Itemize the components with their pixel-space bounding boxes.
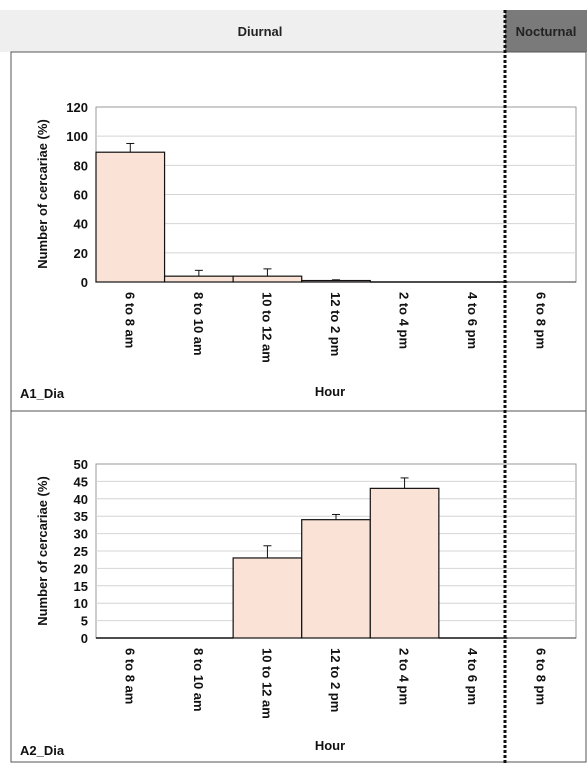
bar xyxy=(95,151,166,283)
y-tick-label: 5 xyxy=(81,614,88,629)
y-tick-label: 40 xyxy=(74,492,88,507)
y-tick-label: 10 xyxy=(74,596,88,611)
x-tick-label: 12 to 2 pm xyxy=(328,292,343,356)
panel-a2-border xyxy=(10,410,587,763)
x-tick-label: 6 to 8 am xyxy=(122,648,137,704)
diurnal-header-band xyxy=(0,10,587,52)
y-tick-label: 120 xyxy=(66,100,88,115)
chart-a1: 0 20 40 60 80 100 120 6 to 8 am 8 to 10 am 10 to … xyxy=(20,100,577,401)
bar xyxy=(369,487,440,639)
y-tick-label: 30 xyxy=(74,527,88,542)
y-tick-label: 50 xyxy=(74,457,88,472)
y-tick-label: 100 xyxy=(66,129,88,144)
x-tick-label: 8 to 10 am xyxy=(191,648,206,712)
y-tick-label: 0 xyxy=(81,275,88,290)
y-tick-label: 25 xyxy=(74,544,88,559)
x-tick-label: 10 to 12 am xyxy=(259,292,274,363)
x-tick-label: 10 to 12 am xyxy=(259,648,274,719)
x-axis-title-a2: Hour xyxy=(315,738,345,753)
y-tick-label: 60 xyxy=(74,188,88,203)
y-tick-label: 20 xyxy=(74,561,88,576)
y-tick-label: 15 xyxy=(74,579,88,594)
y-axis-title-a2: Number of cercariae (%) xyxy=(35,476,50,626)
x-axis-title-a1: Hour xyxy=(315,384,345,399)
nocturnal-header-band xyxy=(505,10,587,52)
bar xyxy=(232,275,303,283)
panel-label-a1: A1_Dia xyxy=(20,386,65,401)
y-tick-label: 40 xyxy=(74,217,88,232)
x-tick-label: 8 to 10 am xyxy=(191,292,206,356)
y-tick-label: 35 xyxy=(74,509,88,524)
x-tick-label: 4 to 6 pm xyxy=(465,292,480,349)
panel-label-a2: A2_Dia xyxy=(20,743,65,758)
x-tick-label: 6 to 8 pm xyxy=(534,648,549,705)
y-axis-title-a1: Number of cercariae (%) xyxy=(35,119,50,269)
bar xyxy=(301,279,371,283)
y-tick-label: 45 xyxy=(74,474,88,489)
bar xyxy=(232,557,303,639)
y-tick-label: 80 xyxy=(74,158,88,173)
x-tick-label: 6 to 8 pm xyxy=(534,292,549,349)
bar xyxy=(301,519,371,639)
x-tick-label: 4 to 6 pm xyxy=(465,648,480,705)
y-tick-label: 0 xyxy=(81,631,88,646)
diurnal-header-label: Diurnal xyxy=(238,24,283,39)
x-tick-label: 12 to 2 pm xyxy=(328,648,343,712)
x-tick-label: 2 to 4 pm xyxy=(397,648,412,705)
nocturnal-header-label: Nocturnal xyxy=(516,24,577,39)
y-tick-label: 20 xyxy=(74,246,88,261)
chart-a2: 0 5 10 15 20 25 30 35 40 45 50 6 to 8 am 8 to 10 am 1… xyxy=(20,457,577,758)
x-tick-label: 2 to 4 pm xyxy=(397,292,412,349)
x-tick-label: 6 to 8 am xyxy=(122,292,137,348)
bar xyxy=(163,275,234,283)
